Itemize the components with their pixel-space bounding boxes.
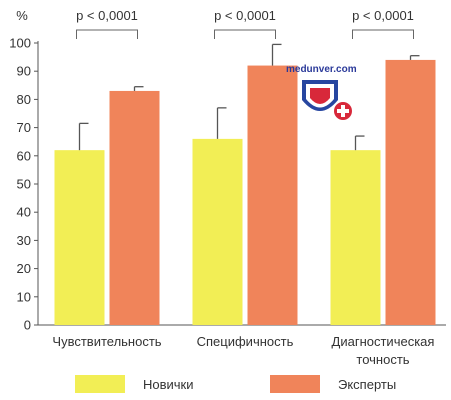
x-category-labels: Чувствительность Специфичность Диагностиче… (52, 334, 434, 367)
x-category-label: Чувствительность (52, 334, 161, 349)
y-tick-label: 60 (17, 148, 31, 163)
x-category-label: Диагностическая (332, 334, 435, 349)
bar (330, 150, 381, 325)
p-value-label: p < 0,0001 (352, 8, 414, 23)
y-tick-label: 50 (17, 177, 31, 192)
y-tick-label: 30 (17, 233, 31, 248)
y-tick-label: 70 (17, 120, 31, 135)
legend: Новички Эксперты (75, 375, 396, 393)
significance-bracket (76, 29, 138, 39)
legend-swatch (75, 375, 125, 393)
x-category-label: Специфичность (197, 334, 294, 349)
y-tick-label: 0 (24, 318, 31, 333)
bar (192, 138, 243, 325)
y-unit-label: % (16, 8, 28, 23)
x-category-label: точность (356, 352, 409, 367)
watermark: medunver.com (286, 64, 357, 120)
legend-label: Новички (143, 377, 194, 392)
significance-brackets: p < 0,0001 p < 0,0001 p < 0,0001 (76, 8, 414, 39)
y-tick-label: 10 (17, 289, 31, 304)
y-tick-label: 80 (17, 92, 31, 107)
legend-swatch (270, 375, 320, 393)
significance-bracket (352, 29, 414, 39)
shield-cross-icon (302, 80, 352, 120)
legend-label: Эксперты (338, 377, 396, 392)
p-value-label: p < 0,0001 (214, 8, 276, 23)
y-tick-label: 40 (17, 205, 31, 220)
bar (385, 59, 436, 326)
bar (247, 65, 298, 325)
bars (54, 43, 436, 326)
y-tick-label: 90 (17, 64, 31, 79)
y-ticks: 0 10 20 30 40 50 60 70 80 90 100 (9, 36, 38, 333)
significance-bracket (214, 29, 276, 39)
watermark-text: medunver.com (286, 64, 357, 75)
y-tick-label: 100 (9, 36, 31, 51)
p-value-label: p < 0,0001 (76, 8, 138, 23)
y-tick-label: 20 (17, 261, 31, 276)
bar (54, 150, 105, 325)
bar (109, 90, 160, 325)
